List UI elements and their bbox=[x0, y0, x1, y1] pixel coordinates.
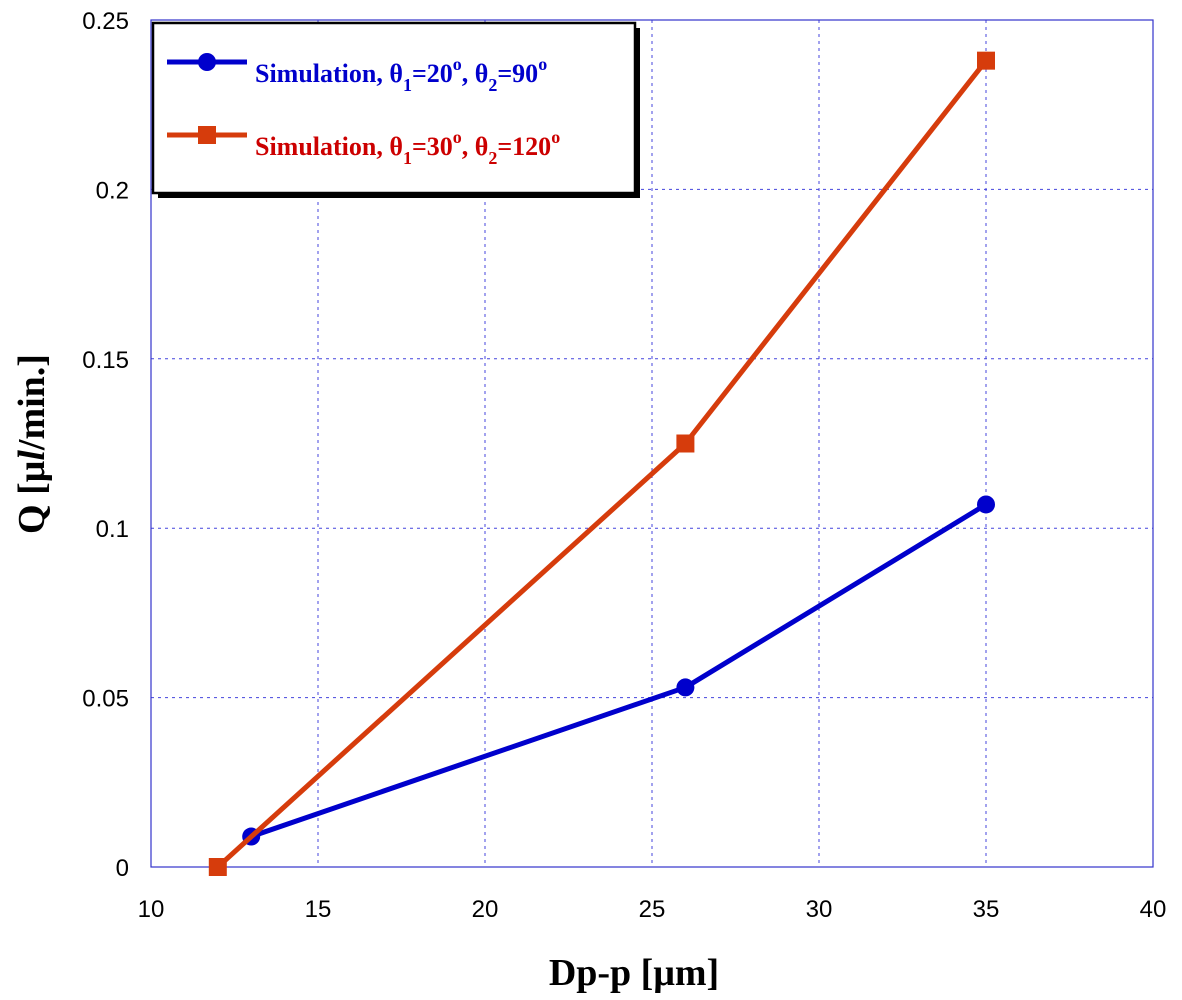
series-2 bbox=[208, 51, 995, 876]
data-point bbox=[977, 51, 995, 70]
legend-label-series-2: Simulation, θ1=30o, θ2=120o bbox=[255, 127, 560, 168]
legend-label-part: , θ bbox=[462, 132, 489, 161]
legend-marker-series-1 bbox=[198, 53, 216, 71]
legend-label-part: Simulation, θ bbox=[255, 132, 403, 161]
legend-label-part: =20 bbox=[412, 59, 453, 88]
x-tick-label: 10 bbox=[138, 896, 165, 923]
y-tick-label: 0.1 bbox=[96, 516, 129, 543]
legend-label-part: Simulation, θ bbox=[255, 59, 403, 88]
y-tick-label: 0.15 bbox=[82, 347, 129, 374]
legend-label-part: =30 bbox=[412, 132, 453, 161]
legend-marker-series-2 bbox=[198, 126, 216, 144]
series-layer bbox=[208, 51, 995, 876]
plot-area bbox=[150, 19, 1154, 868]
x-tick-label: 35 bbox=[973, 896, 1000, 923]
y-axis-title: Q [μl/min.] bbox=[11, 354, 53, 534]
data-point bbox=[676, 678, 695, 697]
data-point bbox=[676, 434, 695, 453]
legend-label-subscript: 2 bbox=[488, 148, 497, 168]
legend-label-series-1: Simulation, θ1=20o, θ2=90o bbox=[255, 54, 547, 95]
data-point bbox=[977, 495, 995, 514]
legend-label-subscript: 1 bbox=[403, 75, 412, 95]
x-axis-title: Dp-p [μm] bbox=[549, 952, 719, 994]
x-tick-label: 25 bbox=[639, 896, 666, 923]
legend-label-subscript: 2 bbox=[488, 75, 497, 95]
x-tick-label: 20 bbox=[472, 896, 499, 923]
legend-label-part: , θ bbox=[462, 59, 489, 88]
legend-label-superscript: o bbox=[453, 127, 462, 147]
legend-label-superscript: o bbox=[551, 127, 560, 147]
x-axis-ticks: 10 15 20 25 30 35 40 bbox=[138, 896, 1167, 923]
legend-entry-series-2: Simulation, θ1=30o, θ2=120o bbox=[167, 126, 560, 168]
y-axis-title-italic: l bbox=[11, 450, 53, 461]
x-tick-label: 40 bbox=[1140, 896, 1167, 923]
y-tick-label: 0.25 bbox=[82, 8, 129, 35]
x-tick-label: 30 bbox=[806, 896, 833, 923]
y-axis-title-part: /min.] bbox=[11, 354, 53, 451]
legend: Simulation, θ1=20o, θ2=90o Simulation, θ… bbox=[151, 21, 640, 198]
y-tick-label: 0 bbox=[116, 855, 129, 882]
data-point bbox=[208, 858, 227, 876]
legend-label-part: =90 bbox=[497, 59, 538, 88]
y-tick-label: 0.05 bbox=[82, 686, 129, 713]
legend-entry-series-1: Simulation, θ1=20o, θ2=90o bbox=[167, 53, 547, 95]
legend-label-part: =120 bbox=[497, 132, 551, 161]
x-tick-label: 15 bbox=[305, 896, 332, 923]
y-tick-label: 0.2 bbox=[96, 177, 129, 204]
legend-box bbox=[151, 21, 637, 195]
legend-label-superscript: o bbox=[538, 54, 547, 74]
legend-label-superscript: o bbox=[453, 54, 462, 74]
y-axis-ticks: 0 0.05 0.1 0.15 0.2 0.25 bbox=[82, 8, 129, 882]
y-axis-title-part: Q [μ bbox=[11, 460, 53, 534]
legend-label-subscript: 1 bbox=[403, 148, 412, 168]
